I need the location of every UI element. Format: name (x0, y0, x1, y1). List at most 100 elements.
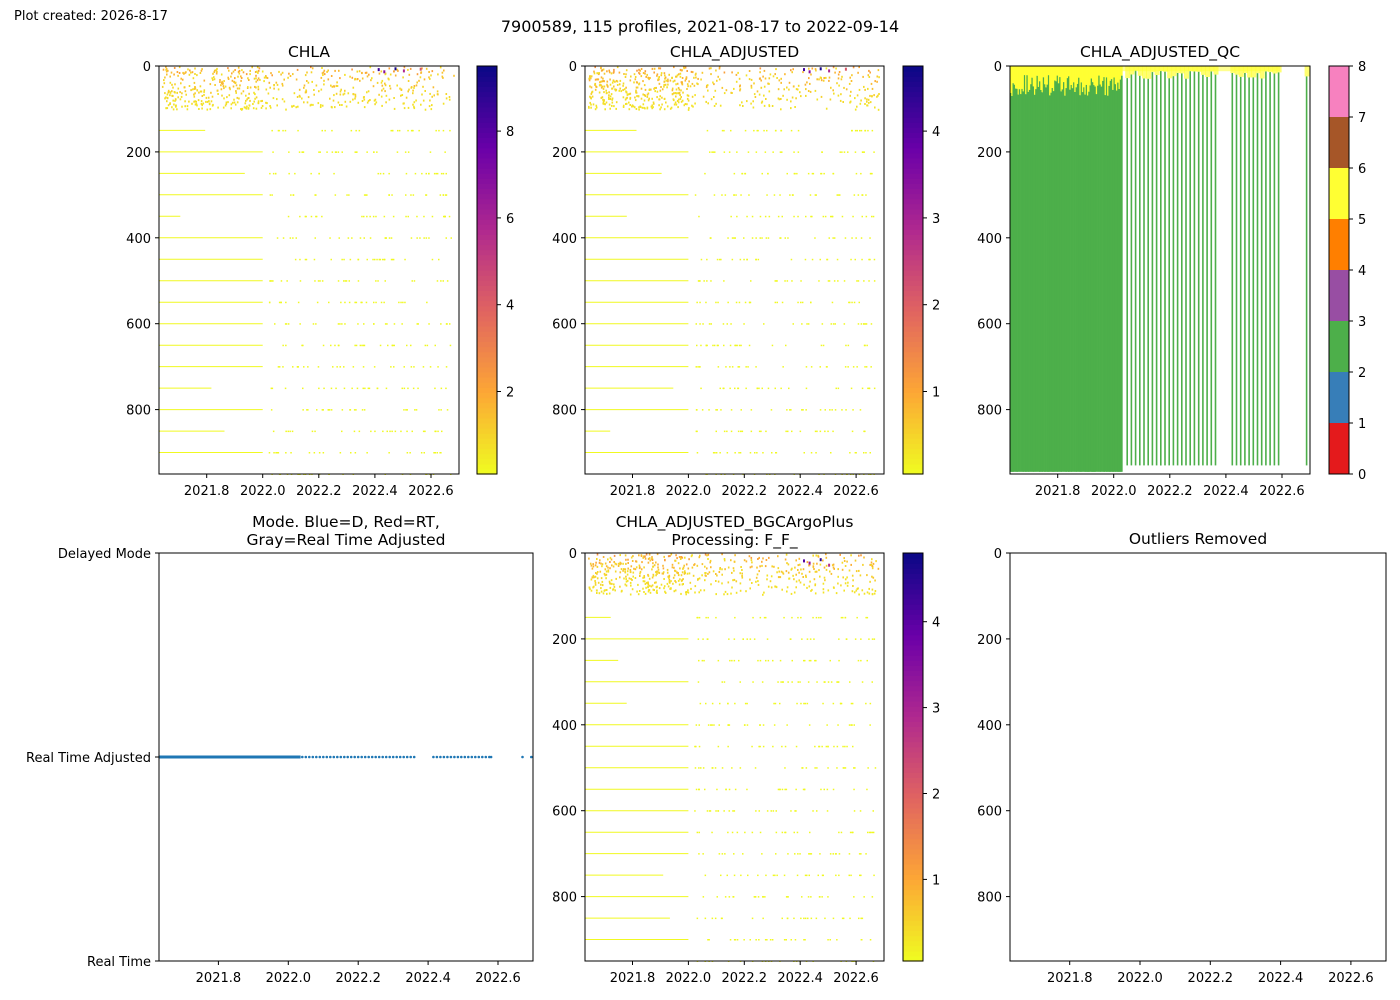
mode-point (489, 755, 493, 759)
qc-bar-flag2 (1073, 82, 1075, 472)
heatmap-cell (698, 767, 700, 769)
heatmap-cell (609, 567, 611, 570)
heatmap-cell (335, 387, 337, 390)
heatmap-cell (276, 237, 279, 239)
heatmap-cell (763, 94, 765, 97)
heatmap-cell (729, 939, 732, 941)
heatmap-cell (177, 74, 179, 77)
heatmap-cell (376, 387, 379, 390)
colorbar-segment (903, 950, 923, 957)
heatmap-cell (758, 570, 760, 573)
qc-bar-flag5 (1052, 66, 1055, 92)
x-tick-label: 2022.6 (833, 484, 879, 499)
heatmap-cell (653, 102, 655, 105)
heatmap-cell (318, 387, 320, 390)
heatmap-cell (169, 94, 171, 97)
heatmap-cell (387, 344, 389, 347)
colorbar-segment (477, 106, 497, 113)
heatmap-cell (849, 681, 851, 683)
heatmap-cell (645, 75, 647, 78)
heatmap-cell (718, 78, 721, 81)
heatmap-cell (270, 409, 273, 411)
heatmap-cell (867, 767, 869, 769)
heatmap-cell (263, 80, 265, 83)
heatmap-cell (361, 344, 363, 347)
heatmap-cell (383, 258, 385, 261)
heatmap-cell (705, 702, 707, 705)
heatmap-cell (833, 92, 835, 95)
x-tick-label: 2022.0 (1117, 971, 1163, 986)
heatmap-cell (285, 344, 287, 347)
heatmap-cell (351, 237, 353, 239)
heatmap-cell (194, 67, 196, 70)
heatmap-cell (631, 105, 633, 108)
heatmap-cell (442, 129, 445, 132)
qc-bar-flag5 (1238, 66, 1244, 77)
heatmap-cell (856, 366, 858, 368)
heatmap-cell (384, 280, 386, 282)
heatmap-cell (589, 76, 591, 78)
heatmap-cell (697, 366, 699, 368)
heatmap-cell (646, 73, 648, 76)
colorbar-segment (903, 711, 923, 717)
heatmap-cell (736, 215, 738, 218)
heatmap-cell (644, 557, 647, 560)
heatmap-cell (860, 638, 862, 640)
heatmap-cell (701, 563, 704, 566)
heatmap-cell (835, 592, 838, 595)
heatmap-cell (639, 105, 642, 108)
colorbar-class (1329, 270, 1349, 321)
y-tick-label: 600 (977, 805, 1002, 820)
heatmap-cell (292, 73, 294, 76)
heatmap-cell (441, 71, 444, 74)
heatmap-cell (369, 237, 372, 239)
heatmap-cell (845, 344, 847, 347)
heatmap-cell (285, 301, 287, 304)
heatmap-cell (592, 574, 595, 577)
heatmap-cell (403, 387, 406, 390)
heatmap-cell (662, 567, 665, 570)
heatmap-cell (604, 574, 606, 577)
colorbar-segment (903, 361, 923, 368)
heatmap-cell (868, 831, 871, 834)
heatmap-cell (358, 70, 361, 73)
heatmap-cell (831, 409, 833, 411)
heatmap-cell (675, 103, 678, 106)
heatmap-cell (653, 71, 655, 74)
heatmap-cell (869, 71, 871, 74)
heatmap-cell (193, 93, 195, 96)
heatmap-cell (785, 430, 787, 433)
heatmap-cell (292, 194, 295, 196)
heatmap-cell (670, 580, 672, 583)
colorbar-segment (903, 96, 923, 103)
heatmap-cell (854, 151, 857, 153)
heatmap-cell (642, 80, 644, 83)
heatmap-cell (721, 568, 723, 571)
heatmap-cell (694, 745, 696, 748)
heatmap-cell (448, 96, 451, 98)
heatmap-cell (804, 939, 806, 941)
heatmap-cell (222, 106, 225, 109)
heatmap-cell (763, 616, 766, 619)
heatmap-cell (861, 215, 863, 218)
heatmap-cell (797, 301, 799, 304)
qc-bar-flag5 (1060, 66, 1063, 92)
heatmap-cell (868, 387, 870, 390)
heatmap-cell (794, 106, 796, 108)
heatmap-cell (816, 562, 818, 565)
heatmap-cell (874, 106, 876, 109)
qc-bar-flag5 (1142, 66, 1147, 79)
heatmap-cell (797, 569, 799, 571)
heatmap-cell (872, 831, 875, 834)
heatmap-cell (326, 151, 328, 153)
heatmap-cell (281, 84, 284, 87)
heatmap-cell (844, 767, 847, 769)
qc-bar-flag2 (1193, 71, 1196, 466)
heatmap-cell (423, 452, 425, 454)
heatmap-cell (786, 98, 788, 101)
heatmap-cell (867, 87, 869, 90)
heatmap-cell (808, 659, 811, 662)
mode-point (381, 755, 385, 759)
heatmap-cell (741, 575, 743, 577)
heatmap-cell (330, 105, 333, 108)
